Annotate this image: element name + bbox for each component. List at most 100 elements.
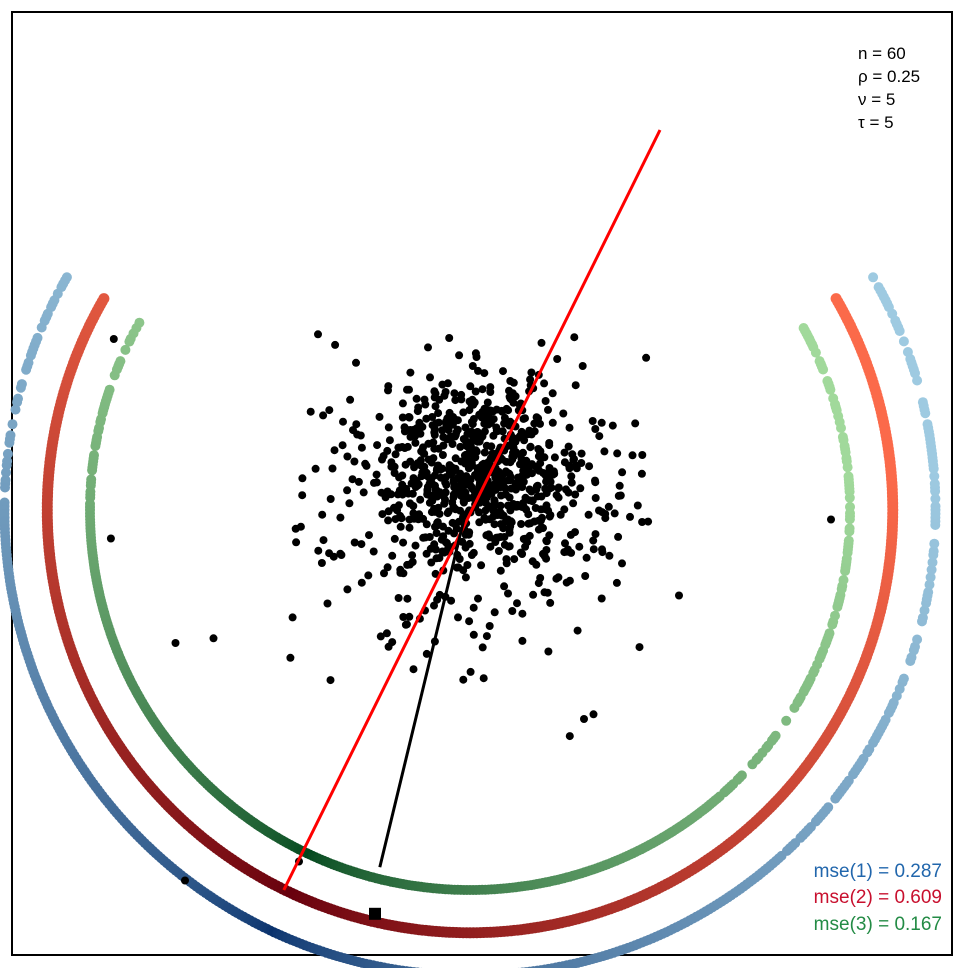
data-point [484,530,493,539]
data-point [510,555,519,564]
data-point [296,522,305,531]
data-point [521,414,529,423]
data-point [429,438,438,447]
data-point [564,442,573,451]
data-point [288,613,297,622]
data-point [478,643,487,652]
data-point [597,594,606,603]
data-point [466,382,475,391]
data-point [521,493,530,502]
data-point [469,630,478,639]
data-point [319,411,328,420]
data-point [595,432,604,441]
data-point [350,457,359,466]
data-point [375,412,384,421]
arcs-layer [0,272,941,968]
data-point [497,491,506,500]
data-point [505,542,514,551]
arc-3-point [798,323,809,333]
data-point [396,522,405,531]
mse-1-label: mse(1) = 0.287 [814,861,942,882]
data-point [550,453,559,462]
data-point [532,485,541,494]
data-point [523,464,532,473]
data-point [456,442,465,451]
data-point [532,413,541,422]
arc-1-point [922,419,933,430]
data-point [522,456,531,465]
data-point [506,458,515,467]
data-point [418,422,427,431]
data-point [354,477,363,486]
data-point [505,493,514,502]
data-point [420,449,429,458]
data-point [405,385,413,394]
data-point [616,491,625,500]
data-point [456,486,465,495]
data-point [433,595,442,604]
data-point [393,506,402,515]
data-point [513,473,522,482]
data-point [403,594,412,603]
data-point [519,535,528,543]
data-point [541,397,550,405]
data-point [451,396,460,405]
data-point [499,524,508,533]
mse-3-label: mse(3) = 0.167 [814,914,942,935]
data-point [548,470,557,479]
data-point [439,532,448,541]
data-point [540,453,549,462]
data-point [560,505,569,514]
data-point [452,563,461,572]
data-point [475,479,484,488]
data-point [461,573,470,582]
data-point [421,400,430,409]
param-nu: ν = 5 [858,90,895,109]
data-point [431,522,439,531]
data-point [439,491,448,500]
data-point [576,484,585,493]
data-point [631,419,640,428]
data-point [492,405,501,414]
arc-1-point [902,347,913,357]
data-point [331,340,340,349]
arc-3-point [844,523,855,534]
data-point [445,461,454,470]
data-point [480,427,489,436]
data-point [445,470,454,479]
data-point [435,554,444,562]
data-point [536,419,544,428]
data-point [343,486,352,495]
data-point [468,493,477,502]
data-point [384,423,393,432]
data-point [444,543,453,552]
data-point [414,403,423,412]
data-point [396,565,405,574]
data-point [311,464,320,473]
data-point [518,609,527,618]
arc-1-point [925,572,936,583]
data-point [471,453,480,462]
data-point [343,585,352,594]
square-marker [369,907,381,920]
data-point [507,517,515,526]
data-point [479,674,488,683]
data-point [491,538,500,546]
data-point [417,472,426,481]
data-point [469,603,478,612]
data-point [370,478,378,487]
data-point [387,462,396,471]
data-point [466,667,475,676]
data-point [543,588,552,597]
data-point [286,653,295,662]
data-point [461,423,470,432]
data-point [431,545,440,554]
data-point [405,413,414,422]
data-point [430,444,439,453]
data-point [547,483,556,492]
data-point [482,493,491,502]
data-point [422,414,431,423]
data-point [605,551,614,560]
data-point [504,589,512,598]
data-point [406,368,415,377]
